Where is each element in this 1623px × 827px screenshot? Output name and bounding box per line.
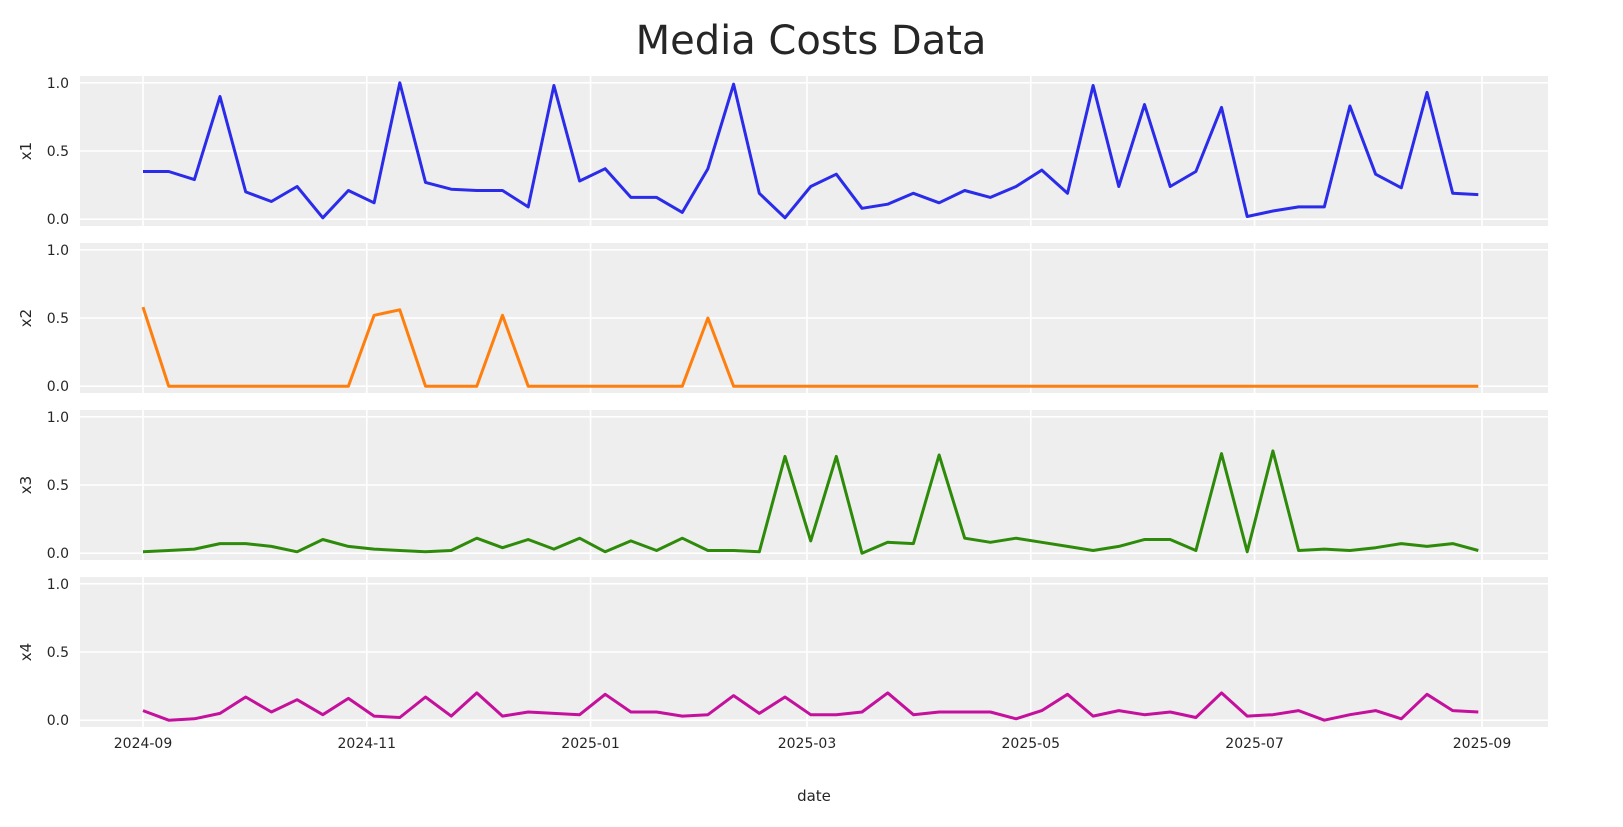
y-tick-label: 0.0 [47,713,69,729]
y-tick-label: 0.0 [47,546,69,562]
x-tick-label: 2025-05 [1002,736,1061,752]
x-tick-label: 2025-03 [778,736,837,752]
y-tick-label: 0.5 [47,478,69,494]
y-tick-label: 1.0 [47,76,69,92]
x-tick-label: 2025-01 [561,736,620,752]
panel-x3: 0.0 0.5 1.0 x3 [17,410,1548,562]
y-axis-label: x1 [17,142,35,160]
y-tick-label: 1.0 [47,410,69,426]
panel-x4: 0.0 0.5 1.0 x4 [17,577,1548,729]
y-axis-label: x3 [17,476,35,494]
x-tick-label: 2025-07 [1225,736,1284,752]
y-tick-label: 0.5 [47,645,69,661]
y-tick-label: 1.0 [47,577,69,593]
panel-x2: 0.0 0.5 1.0 x2 [17,243,1548,395]
x-tick-label: 2024-09 [114,736,173,752]
y-tick-label: 0.5 [47,311,69,327]
y-axis-label: x4 [17,643,35,661]
y-tick-label: 0.5 [47,144,69,160]
x-tick-label: 2024-11 [338,736,397,752]
y-tick-label: 0.0 [47,379,69,395]
x-axis-label: date [797,787,831,805]
chart-title: Media Costs Data [636,18,987,64]
y-axis-label: x2 [17,309,35,327]
y-tick-label: 1.0 [47,243,69,259]
x-tick-label: 2025-09 [1453,736,1512,752]
panel-x1: 0.0 0.5 1.0 x1 [17,76,1548,228]
y-tick-label: 0.0 [47,212,69,228]
